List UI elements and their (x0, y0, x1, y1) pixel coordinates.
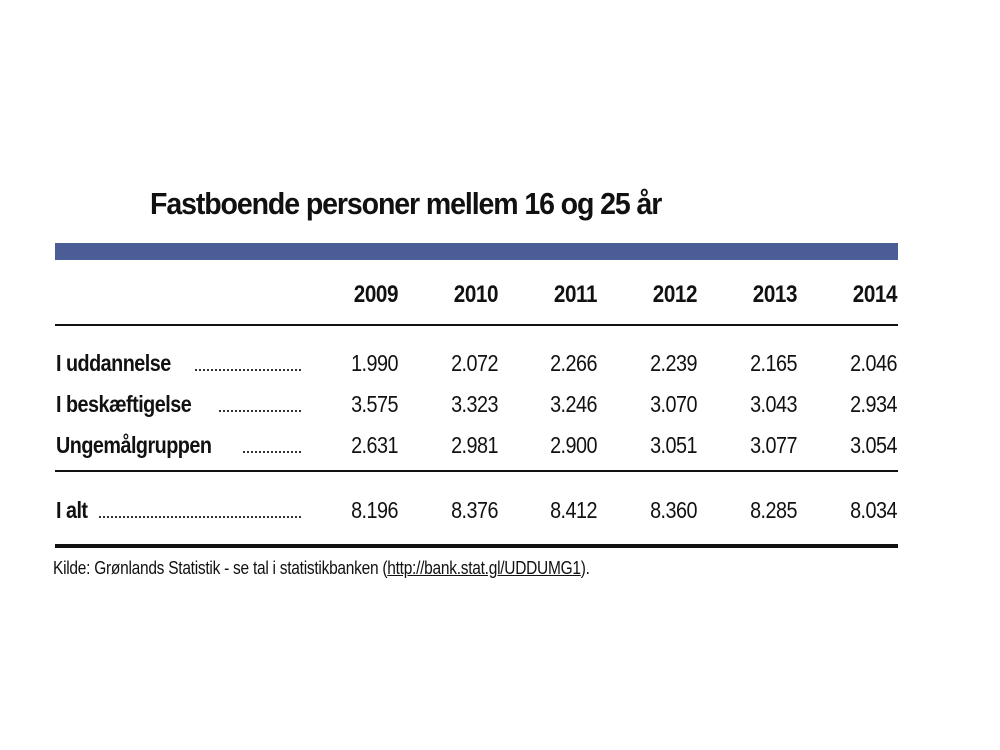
total-divider (55, 470, 898, 472)
row-beskaeftigelse-cell-2012: 3.070 (650, 391, 697, 417)
row-uddannelse-cell-2012: 2.239 (650, 350, 697, 376)
row-ungemaalgruppen-cell-2010: 2.981 (451, 432, 498, 458)
column-header-2010: 2010 (453, 281, 499, 308)
table-title: Fastboende personer mellem 16 og 25 år (150, 186, 662, 221)
header-bar (55, 243, 898, 260)
row-ungemaalgruppen-label-text: Ungemålgruppen (56, 432, 212, 458)
row-uddannelse-label-text: I uddannelse (56, 350, 171, 376)
column-header-2011: 2011 (553, 281, 597, 308)
leader-dots (98, 516, 301, 518)
row-ungemaalgruppen-cell-2011: 2.900 (550, 432, 597, 458)
row-ungemaalgruppen-cell-2009: 2.631 (351, 432, 398, 458)
row-beskaeftigelse-cell-2014: 2.934 (850, 391, 897, 417)
leader-dots (219, 410, 301, 412)
row-uddannelse-cell-2010: 2.072 (451, 350, 498, 376)
column-header-2009: 2009 (353, 281, 399, 308)
row-total-cell-2009: 8.196 (351, 497, 398, 523)
column-header-2014: 2014 (852, 281, 898, 308)
row-total-label-text: I alt (56, 497, 88, 523)
source-prefix: Kilde: Grønlands Statistik - se tal i st… (53, 558, 388, 578)
row-beskaeftigelse-label-text: I beskæftigelse (56, 391, 192, 417)
column-header-2012: 2012 (652, 281, 698, 308)
source-link[interactable]: http://bank.stat.gl/UDDUMG1 (387, 558, 581, 578)
row-uddannelse-cell-2013: 2.165 (750, 350, 797, 376)
leader-dots (195, 369, 301, 371)
row-total-cell-2014: 8.034 (850, 497, 897, 523)
row-ungemaalgruppen-cell-2013: 3.077 (750, 432, 797, 458)
row-ungemaalgruppen-cell-2014: 3.054 (850, 432, 897, 458)
row-total-cell-2012: 8.360 (650, 497, 697, 523)
row-total-cell-2013: 8.285 (750, 497, 797, 523)
leader-dots (242, 451, 301, 453)
row-total-label: I alt (56, 497, 301, 524)
row-uddannelse-cell-2011: 2.266 (550, 350, 597, 376)
row-total-cell-2011: 8.412 (550, 497, 597, 523)
row-beskaeftigelse-cell-2013: 3.043 (750, 391, 797, 417)
row-ungemaalgruppen-label: Ungemålgruppen (56, 432, 301, 459)
row-uddannelse-cell-2014: 2.046 (850, 350, 897, 376)
column-header-2013: 2013 (752, 281, 798, 308)
row-beskaeftigelse-cell-2011: 3.246 (550, 391, 597, 417)
source-suffix: ). (580, 558, 590, 578)
bottom-rule (55, 544, 898, 548)
row-uddannelse-cell-2009: 1.990 (351, 350, 398, 376)
row-uddannelse-label: I uddannelse (56, 350, 301, 377)
header-divider (55, 324, 898, 326)
source-note: Kilde: Grønlands Statistik - se tal i st… (53, 558, 590, 579)
row-ungemaalgruppen-cell-2012: 3.051 (650, 432, 697, 458)
row-beskaeftigelse-label: I beskæftigelse (56, 391, 301, 418)
row-beskaeftigelse-cell-2010: 3.323 (451, 391, 498, 417)
row-total-cell-2010: 8.376 (451, 497, 498, 523)
row-beskaeftigelse-cell-2009: 3.575 (351, 391, 398, 417)
